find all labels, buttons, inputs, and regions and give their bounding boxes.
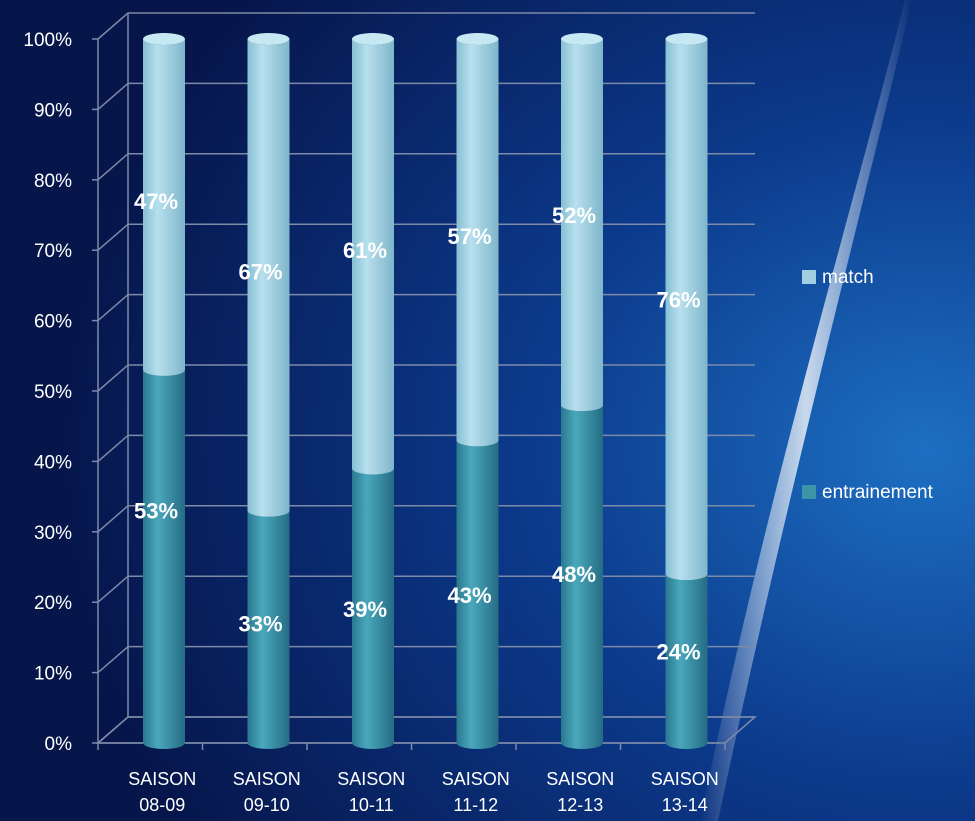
gridline bbox=[97, 434, 755, 462]
x-category-label-line: SAISON bbox=[442, 769, 510, 789]
bar-entrainement-5 bbox=[665, 574, 708, 749]
data-label-match: 47% bbox=[134, 189, 178, 214]
y-tick-label: 70% bbox=[34, 241, 72, 262]
gridline bbox=[97, 153, 755, 181]
gridline bbox=[97, 293, 755, 322]
x-category-label-line: SAISON bbox=[128, 769, 196, 789]
x-category-label: SAISON 13-14 bbox=[651, 769, 719, 815]
y-tick-label: 90% bbox=[34, 100, 72, 121]
data-label-entrainement: 48% bbox=[552, 562, 596, 587]
x-category-label: SAISON 10-11 bbox=[337, 769, 405, 815]
y-tick-label: 10% bbox=[34, 664, 72, 685]
bar-entrainement-4 bbox=[561, 405, 603, 749]
x-category-label-line: SAISON bbox=[233, 769, 301, 789]
data-label-entrainement: 53% bbox=[134, 499, 178, 524]
gridline bbox=[97, 12, 755, 40]
bar-match-2 bbox=[352, 39, 394, 475]
y-tick-label: 30% bbox=[34, 523, 72, 544]
bar-match-cap-5 bbox=[665, 33, 708, 45]
data-label-entrainement: 24% bbox=[656, 639, 700, 664]
x-category-label: SAISON 12-13 bbox=[546, 769, 614, 815]
data-label-match: 61% bbox=[343, 238, 387, 263]
x-category-label-line: SAISON bbox=[337, 769, 405, 789]
x-category-label-line: 13-14 bbox=[662, 795, 708, 815]
gridline bbox=[97, 223, 755, 251]
data-labels-layer: 53% 47% 33% 67% 39% 61% 43% 57% 48% 52% 24% 76% bbox=[134, 189, 701, 665]
bar-match-cap-2 bbox=[352, 33, 394, 45]
y-tick-label: 80% bbox=[34, 171, 72, 192]
x-category-label-line: 09-10 bbox=[244, 795, 290, 815]
y-tick-label: 0% bbox=[45, 734, 73, 755]
x-category-label-line: 12-13 bbox=[557, 795, 603, 815]
gridline bbox=[97, 364, 755, 392]
bar-entrainement-2 bbox=[352, 468, 394, 749]
bar-match-1 bbox=[247, 39, 290, 517]
y-tick-label: 50% bbox=[34, 382, 72, 403]
x-category-label: SAISON 11-12 bbox=[442, 769, 510, 815]
data-label-entrainement: 39% bbox=[343, 597, 387, 622]
y-tick-label: 20% bbox=[34, 593, 72, 614]
gridline bbox=[97, 716, 755, 744]
legend-label-entrainement: entrainement bbox=[822, 482, 934, 503]
x-category-label: SAISON 09-10 bbox=[233, 769, 301, 815]
bar-match-cap-3 bbox=[456, 33, 499, 45]
x-category-label-line: SAISON bbox=[651, 769, 719, 789]
bar-match-0 bbox=[143, 39, 185, 376]
gridline bbox=[97, 82, 755, 110]
gridline bbox=[97, 505, 755, 533]
light-streak-decoration bbox=[700, 0, 912, 821]
legend: match entrainement bbox=[802, 267, 934, 503]
data-label-match: 67% bbox=[238, 259, 282, 284]
bar-match-cap-4 bbox=[561, 33, 603, 45]
y-tick-label: 60% bbox=[34, 312, 72, 333]
legend-swatch-entrainement bbox=[802, 485, 816, 499]
data-label-entrainement: 33% bbox=[238, 611, 282, 636]
bar-match-5 bbox=[665, 39, 708, 581]
y-tick-label: 100% bbox=[23, 30, 72, 51]
y-tick-label: 40% bbox=[34, 452, 72, 473]
gridline bbox=[97, 645, 755, 674]
data-label-match: 52% bbox=[552, 203, 596, 228]
legend-swatch-match bbox=[802, 270, 816, 284]
legend-label-match: match bbox=[822, 267, 874, 288]
bar-entrainement-3 bbox=[456, 440, 499, 749]
bars-layer bbox=[143, 33, 708, 749]
gridline bbox=[97, 575, 755, 603]
data-label-entrainement: 43% bbox=[447, 583, 491, 608]
data-label-match: 57% bbox=[447, 224, 491, 249]
bar-entrainement-1 bbox=[247, 510, 290, 749]
bar-match-cap-0 bbox=[143, 33, 185, 45]
bar-match-3 bbox=[456, 39, 499, 447]
data-label-match: 76% bbox=[656, 287, 700, 312]
bar-match-cap-1 bbox=[247, 33, 290, 45]
bar-match-4 bbox=[561, 39, 603, 412]
grid-layer bbox=[95, 12, 758, 744]
x-category-label-line: SAISON bbox=[546, 769, 614, 789]
x-category-label: SAISON 08-09 bbox=[128, 769, 196, 815]
x-category-label-line: 08-09 bbox=[139, 795, 185, 815]
bar-entrainement-0 bbox=[143, 369, 185, 749]
x-category-label-line: 10-11 bbox=[349, 795, 394, 815]
x-category-label-line: 11-12 bbox=[453, 795, 498, 815]
axis-layer: 0% 10% 20% 30% 40% 50% 60% 70% 80% 90% 100% SAISON 0… bbox=[23, 30, 726, 815]
